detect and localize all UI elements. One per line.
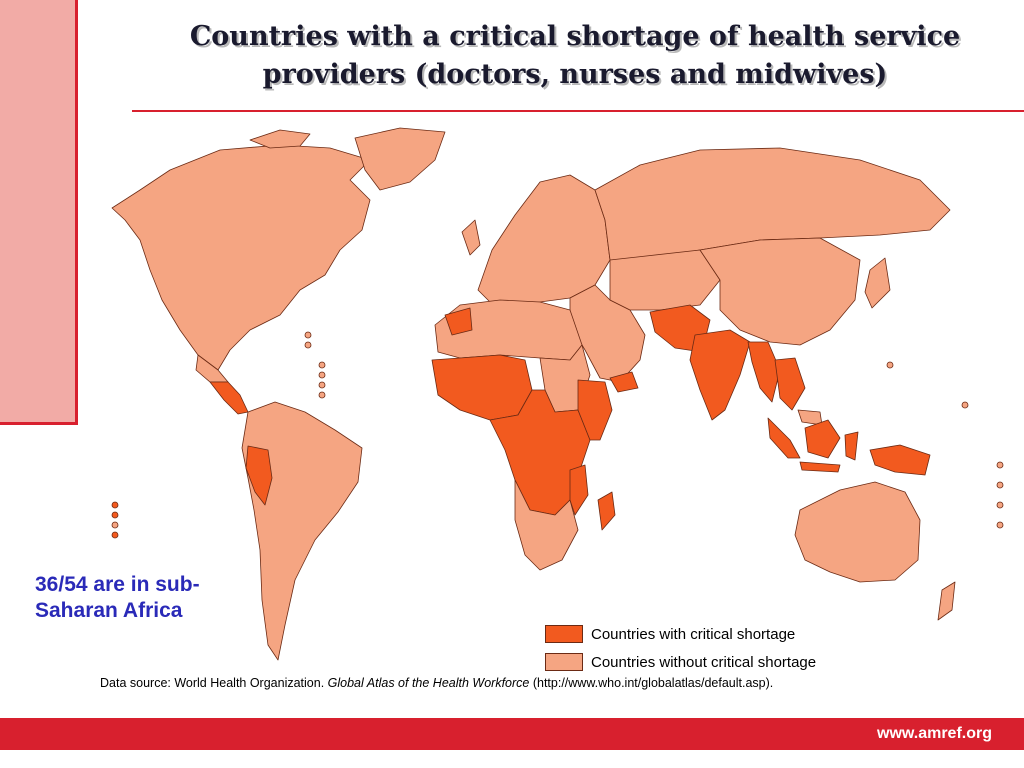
region-china — [699, 237, 861, 346]
island-marker — [304, 341, 312, 349]
region-mozambique — [569, 464, 589, 516]
title-line-1: Countries with a critical shortage of he… — [189, 21, 961, 52]
island-marker — [111, 531, 119, 539]
source-italic-title: Global Atlas of the Health Workforce — [327, 676, 530, 690]
region-arctic-islands — [249, 129, 311, 149]
island-marker — [111, 521, 119, 529]
legend-swatch-critical — [545, 625, 583, 643]
side-decor-strip — [0, 0, 78, 425]
region-peru — [245, 445, 273, 506]
island-marker — [304, 331, 312, 339]
region-south-america — [241, 401, 363, 661]
legend-swatch-non-critical — [545, 653, 583, 671]
island-marker — [996, 501, 1004, 509]
island-marker — [318, 361, 326, 369]
legend-label-non-critical: Countries without critical shortage — [591, 653, 817, 671]
island-marker — [318, 371, 326, 379]
region-southern-africa — [514, 479, 579, 571]
region-southeast-asia — [774, 357, 806, 411]
region-morocco — [444, 307, 473, 336]
island-marker — [886, 361, 894, 369]
legend-item-non-critical: Countries without critical shortage — [545, 648, 816, 676]
island-marker — [996, 481, 1004, 489]
source-prefix: Data source: World Health Organization. — [100, 676, 328, 690]
island-marker — [996, 461, 1004, 469]
page-title: Countries with a critical shortage of he… — [150, 18, 1000, 94]
title-line-2: providers (doctors, nurses and midwives) — [262, 59, 888, 90]
island-marker — [318, 381, 326, 389]
region-malaysia — [797, 409, 823, 426]
region-new-zealand — [937, 581, 956, 621]
region-europe — [477, 174, 611, 306]
region-sulawesi — [844, 431, 859, 461]
region-papua — [869, 444, 931, 476]
region-sumatra — [767, 417, 801, 459]
region-australia — [794, 481, 921, 583]
region-japan — [864, 257, 891, 309]
footer-url[interactable]: www.amref.org — [877, 725, 992, 742]
region-india — [689, 329, 751, 421]
map-legend: Countries with critical shortage Countri… — [545, 620, 816, 676]
island-marker — [996, 521, 1004, 529]
region-east-africa — [577, 379, 613, 441]
region-central-america — [209, 381, 249, 415]
region-north-america — [111, 144, 371, 371]
island-marker — [318, 391, 326, 399]
region-central-asia — [609, 249, 721, 311]
data-source-note: Data source: World Health Organization. … — [100, 676, 1000, 690]
island-marker — [111, 501, 119, 509]
region-java — [799, 461, 841, 473]
region-madagascar — [597, 491, 616, 531]
legend-label-critical: Countries with critical shortage — [591, 625, 796, 643]
island-marker — [961, 401, 969, 409]
title-divider — [132, 110, 1024, 112]
region-borneo — [804, 419, 841, 459]
region-bangladesh-myanmar — [747, 341, 781, 403]
region-greenland — [354, 127, 446, 191]
world-map — [111, 127, 1004, 661]
source-suffix: (http://www.who.int/globalatlas/default.… — [529, 676, 774, 690]
region-west-africa — [431, 354, 533, 421]
region-yemen — [609, 371, 639, 393]
callout-subsaharan: 36/54 are in sub-Saharan Africa — [35, 573, 200, 622]
island-marker — [111, 511, 119, 519]
legend-item-critical: Countries with critical shortage — [545, 620, 816, 648]
footer-bar: www.amref.org — [0, 718, 1024, 750]
region-uk — [461, 219, 481, 256]
